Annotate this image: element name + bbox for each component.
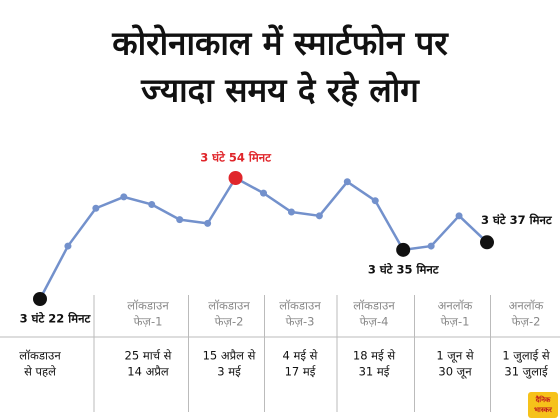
point bbox=[92, 204, 100, 212]
period-label: 1 जून से bbox=[436, 349, 474, 364]
period-label: 17 मई bbox=[285, 365, 317, 379]
phase-label: फेज़-2 bbox=[215, 315, 244, 329]
phase-label: लॉकडाउन bbox=[279, 299, 321, 313]
phase-label: फेज़-1 bbox=[134, 315, 163, 329]
period-label: 31 जुलाई bbox=[504, 365, 548, 380]
point bbox=[260, 189, 267, 197]
period-label: से पहले bbox=[24, 365, 56, 379]
highlight-point bbox=[228, 171, 243, 185]
point bbox=[120, 193, 128, 201]
point bbox=[371, 197, 379, 205]
phase-label: लॉकडाउन bbox=[208, 299, 250, 313]
value-label: 3 घंटे 37 मिनट bbox=[481, 213, 553, 227]
period-label: 31 मई bbox=[359, 365, 391, 379]
phase-label: लॉकडाउन bbox=[353, 299, 395, 313]
highlight-point bbox=[396, 242, 411, 257]
period-label: 4 मई से bbox=[283, 349, 318, 363]
point bbox=[148, 200, 156, 208]
phase-label: फेज़-3 bbox=[286, 315, 315, 329]
period-label: 30 जून bbox=[438, 365, 472, 380]
point bbox=[343, 178, 351, 186]
value-label: 3 घंटे 35 मिनट bbox=[368, 262, 440, 276]
point bbox=[455, 212, 463, 220]
logo-box bbox=[528, 392, 558, 418]
point bbox=[427, 242, 435, 250]
period-label: लॉकडाउन bbox=[19, 349, 61, 363]
highlight-point bbox=[480, 235, 494, 250]
period-label: 25 मार्च से bbox=[125, 349, 172, 363]
point bbox=[64, 242, 72, 250]
logo-text: दैनिक bbox=[535, 395, 551, 404]
phase-label: लॉकडाउन bbox=[127, 299, 169, 313]
chart-title: ज्यादा समय दे रहे लोग bbox=[140, 71, 420, 110]
point bbox=[287, 208, 295, 216]
phase-label: फेज़-2 bbox=[512, 315, 541, 329]
phase-label: फेज़-4 bbox=[360, 315, 389, 329]
point bbox=[204, 219, 212, 227]
phase-label: फेज़-1 bbox=[441, 315, 470, 329]
chart-title: कोरोनाकाल में स्मार्टफोन पर bbox=[111, 24, 449, 63]
highlight-point bbox=[33, 292, 47, 306]
period-label: 14 अप्रैल bbox=[127, 365, 169, 379]
value-label: 3 घंटे 54 मिनट bbox=[200, 151, 272, 165]
period-label: 18 मई से bbox=[353, 349, 395, 363]
phase-label: अनलॉक bbox=[509, 299, 544, 313]
value-label: 3 घंटे 22 मिनट bbox=[20, 312, 92, 326]
point bbox=[315, 212, 323, 220]
logo-text: भास्कर bbox=[534, 406, 553, 414]
point bbox=[176, 216, 184, 224]
phase-label: अनलॉक bbox=[438, 299, 473, 313]
period-label: 15 अप्रैल से bbox=[203, 349, 256, 363]
period-label: 1 जुलाई से bbox=[502, 349, 550, 364]
period-label: 3 मई bbox=[217, 365, 242, 379]
